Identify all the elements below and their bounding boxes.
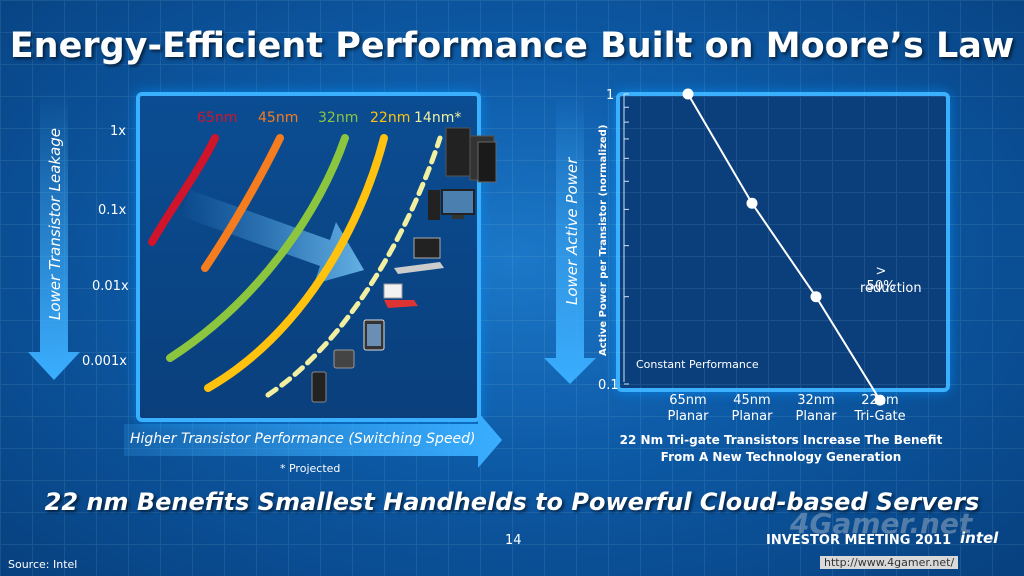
node-label-32nm: 32nm	[318, 110, 359, 126]
page-number: 14	[505, 533, 522, 548]
y-tick-0-01x: 0.01x	[92, 279, 129, 294]
phone-icon	[311, 371, 327, 403]
source-text: Source: Intel	[8, 558, 78, 571]
event-name: INVESTOR MEETING 2011	[766, 533, 952, 548]
right-chart-y-minor-ticks	[624, 93, 629, 385]
y-tick-0-1x: 0.1x	[98, 203, 127, 218]
netbook-icon	[383, 283, 418, 308]
desktop-icon	[428, 189, 475, 220]
node-label-45nm: 45nm	[258, 110, 299, 126]
right-down-arrow	[544, 92, 596, 384]
x-tick-label: 22nm Tri-Gate	[854, 393, 906, 424]
y-tick-1: 1	[606, 88, 615, 103]
tablet-icon	[363, 319, 385, 351]
annotation-percent: > 50%	[866, 264, 896, 294]
slide-title: Energy-Efficient Performance Built on Mo…	[9, 26, 1015, 66]
curve-65nm	[148, 134, 219, 246]
x-tick-label: 45nm Planar	[731, 393, 773, 424]
y-axis-label-power: Lower Active Power	[563, 157, 581, 305]
annotation-reduction: reduction	[860, 281, 922, 296]
curve-22nm	[204, 134, 388, 392]
performance-arrow	[124, 412, 502, 468]
bottom-title: 22 nm Benefits Smallest Handhelds to Pow…	[44, 488, 980, 516]
x-tick-label: 65nm Planar	[667, 393, 709, 424]
caption-line-1: 22 Nm Tri-gate Transistors Increase The …	[619, 433, 943, 447]
watermark-url: http://www.4gamer.net/	[820, 556, 959, 569]
node-label-65nm: 65nm	[197, 110, 238, 126]
watermark-logo: 4Gamer.net	[790, 507, 973, 540]
x-axis-label-performance: Higher Transistor Performance (Switching…	[130, 431, 476, 447]
data-point	[874, 394, 886, 406]
left-down-arrow	[28, 92, 80, 380]
y-tick-1x: 1x	[110, 124, 126, 139]
laptop-icon	[394, 237, 444, 274]
constant-performance-note: Constant Performance	[636, 358, 759, 371]
footnote-projected: * Projected	[280, 462, 341, 475]
curve-32nm	[166, 134, 349, 362]
server-icon	[445, 127, 497, 183]
y-axis-label-normalized: Active Power per Transistor (normalized)	[598, 124, 609, 356]
intel-logo: intel	[960, 529, 999, 547]
curve-14nm	[265, 135, 443, 398]
y-tick-0-1: 0.1	[598, 378, 619, 393]
series-points	[682, 88, 886, 406]
y-axis-label-leakage: Lower Transistor Leakage	[46, 127, 64, 320]
handheld-icon	[333, 349, 355, 369]
series-line	[687, 93, 881, 401]
node-label-22nm: 22nm	[370, 110, 411, 126]
node-label-14nm: 14nm*	[414, 110, 462, 126]
caption-line-2: From A New Technology Generation	[660, 450, 902, 464]
data-point	[810, 291, 822, 303]
trend-arrow	[180, 190, 364, 284]
data-point	[682, 88, 694, 100]
data-point	[746, 197, 758, 209]
curve-45nm	[201, 134, 284, 272]
y-tick-0-001x: 0.001x	[82, 354, 127, 369]
x-tick-label: 32nm Planar	[795, 393, 837, 424]
